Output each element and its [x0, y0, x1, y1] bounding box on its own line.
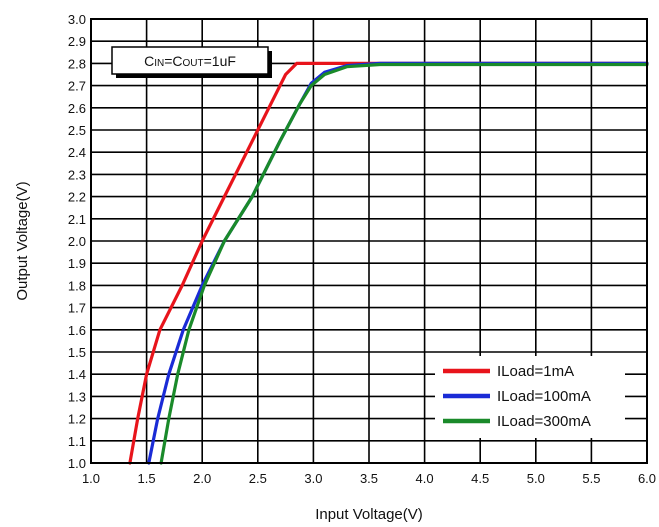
x-tick-label: 3.5	[360, 471, 378, 486]
series-line	[159, 62, 649, 465]
y-tick-label: 1.5	[68, 345, 86, 360]
plot-frame	[90, 18, 648, 464]
y-tick-label: 2.6	[68, 101, 86, 116]
y-tick-label: 1.1	[68, 434, 86, 449]
y-tick-label: 1.0	[68, 456, 86, 471]
y-tick-label: 1.7	[68, 301, 86, 316]
x-tick-label: 2.5	[249, 471, 267, 486]
y-tick-label: 2.5	[68, 123, 86, 138]
annotation-segment: =1uF	[204, 53, 236, 69]
x-tick-label: 6.0	[638, 471, 656, 486]
legend: ILoad=1mA ILoad=100mA ILoad=300mA	[435, 356, 625, 438]
y-axis-label: Output Voltage(V)	[14, 181, 31, 300]
x-tick-label: 1.0	[82, 471, 100, 486]
annotation-segment: =C	[164, 53, 182, 69]
x-tick-label: 3.0	[304, 471, 322, 486]
x-tick-label: 5.5	[582, 471, 600, 486]
y-tick-label: 1.3	[68, 389, 86, 404]
y-tick-label: 1.4	[68, 367, 86, 382]
y-tick-label: 3.0	[68, 12, 86, 27]
y-tick-label: 2.8	[68, 56, 86, 71]
x-axis-label: Input Voltage(V)	[315, 506, 423, 523]
y-tick-label: 1.8	[68, 278, 86, 293]
y-tick-label: 2.0	[68, 234, 86, 249]
annotation-box	[111, 46, 269, 75]
y-tick-label: 1.2	[68, 412, 86, 427]
x-tick-label: 4.5	[471, 471, 489, 486]
annotation-subscript: OUT	[183, 58, 204, 69]
annotation-segment: C	[144, 53, 154, 69]
annotation-text: CIN=COUT=1uF	[144, 53, 236, 69]
series-lines	[128, 61, 649, 465]
x-tick-label: 5.0	[527, 471, 545, 486]
legend-label: ILoad=1mA	[497, 363, 574, 380]
y-tick-label: 1.9	[68, 256, 86, 271]
legend-label: ILoad=300mA	[497, 413, 591, 430]
x-tick-label: 1.5	[138, 471, 156, 486]
y-tick-label: 2.9	[68, 34, 86, 49]
y-tick-label: 2.4	[68, 145, 86, 160]
y-tick-label: 2.7	[68, 79, 86, 94]
annotation-subscript: IN	[154, 58, 164, 69]
x-tick-label: 2.0	[193, 471, 211, 486]
legend-label: ILoad=100mA	[497, 388, 591, 405]
y-tick-labels: 1.0 1.1 1.2 1.3 1.4 1.5 1.6 1.7 1.8 1.9 2.0 2.1 2.2 2…	[68, 12, 86, 471]
series-line	[128, 61, 649, 465]
x-tick-labels: 1.0 1.5 2.0 2.5 3.0 3.5 4.0 4.5 5.0 5.5 6.0	[82, 471, 656, 486]
y-tick-label: 1.6	[68, 323, 86, 338]
y-tick-label: 2.2	[68, 190, 86, 205]
y-tick-label: 2.1	[68, 212, 86, 227]
capacitance-annotation: CIN=COUT=1uF	[111, 46, 272, 78]
y-tick-label: 2.3	[68, 167, 86, 182]
x-tick-label: 4.0	[416, 471, 434, 486]
